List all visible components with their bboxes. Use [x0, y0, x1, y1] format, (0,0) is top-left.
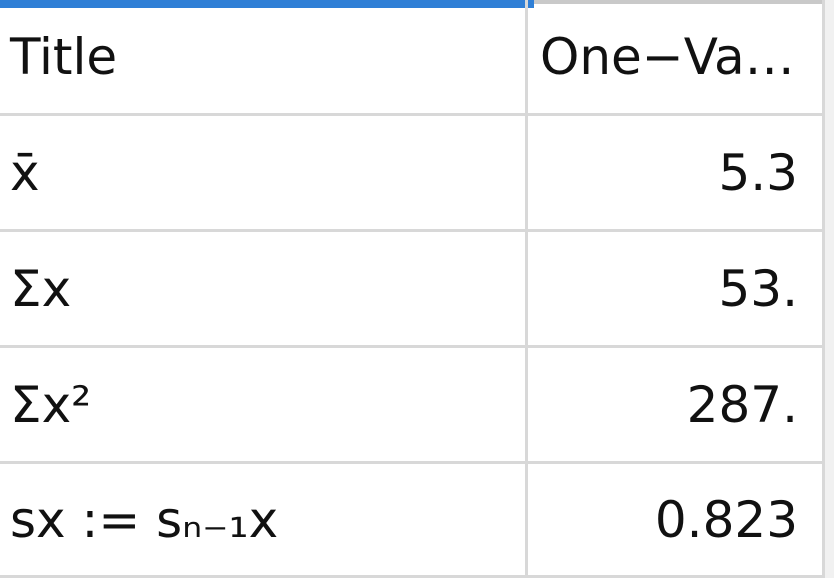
stat-label-cell[interactable]: Σx² [0, 348, 528, 461]
stat-label-cell[interactable]: sx := sₙ₋₁x [0, 464, 528, 575]
table-header-row: Title One−Va… [0, 0, 834, 116]
header-title-value: One−Va… [540, 27, 795, 86]
stat-label-sample-sd: sx := sₙ₋₁x [10, 490, 279, 549]
table-row: Σx² 287. [0, 348, 834, 464]
stat-label-mean: x̄ [10, 143, 40, 202]
stat-value-sum-squares: 287. [686, 375, 798, 434]
table-row: sx := sₙ₋₁x 0.823 [0, 464, 834, 578]
stat-label-sum-squares: Σx² [10, 375, 92, 434]
stat-label-cell[interactable]: x̄ [0, 116, 528, 229]
table-row: Σx 53. [0, 232, 834, 348]
stat-label-cell[interactable]: Σx [0, 232, 528, 345]
scroll-gutter[interactable] [825, 0, 834, 578]
header-title-label: Title [10, 27, 118, 86]
stat-value-cell[interactable]: 5.3 [528, 116, 825, 229]
active-column-indicator [0, 0, 534, 8]
stat-value-cell[interactable]: 0.823 [528, 464, 825, 575]
header-value-cell[interactable]: One−Va… [528, 0, 825, 113]
stat-value-sample-sd: 0.823 [654, 490, 798, 549]
stat-value-mean: 5.3 [718, 143, 798, 202]
stat-value-cell[interactable]: 53. [528, 232, 825, 345]
stat-label-sum: Σx [10, 259, 72, 318]
table-row: x̄ 5.3 [0, 116, 834, 232]
header-title-cell[interactable]: Title [0, 0, 528, 113]
stat-value-sum: 53. [718, 259, 798, 318]
stat-value-cell[interactable]: 287. [528, 348, 825, 461]
